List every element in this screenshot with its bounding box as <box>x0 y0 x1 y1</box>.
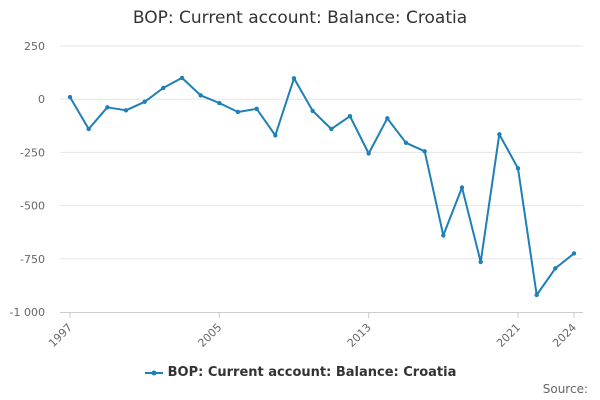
legend-label: BOP: Current account: Balance: Croatia <box>167 365 457 380</box>
data-point[interactable] <box>366 151 371 156</box>
legend[interactable]: BOP: Current account: Balance: Croatia <box>0 365 600 380</box>
x-tick-label: 2024 <box>550 321 579 350</box>
data-point[interactable] <box>534 292 539 298</box>
data-point[interactable] <box>459 185 465 190</box>
data-point[interactable] <box>161 85 166 91</box>
data-point[interactable] <box>347 114 353 119</box>
data-point[interactable] <box>105 105 110 110</box>
data-point[interactable] <box>291 76 297 81</box>
x-axis-ticks: 1997 2005 2013 2021 2024 <box>46 312 579 350</box>
data-point[interactable] <box>515 166 521 171</box>
data-point[interactable] <box>67 94 73 100</box>
data-point[interactable] <box>310 108 315 114</box>
x-tick-label: 2013 <box>345 321 374 350</box>
y-tick-label: -250 <box>20 146 45 159</box>
legend-swatch <box>144 370 163 375</box>
series-line <box>69 76 575 296</box>
data-point[interactable] <box>497 132 502 137</box>
data-point[interactable] <box>254 106 259 111</box>
data-point[interactable] <box>198 93 203 98</box>
data-point[interactable] <box>478 259 483 265</box>
data-point[interactable] <box>217 100 222 106</box>
data-point[interactable] <box>441 233 446 238</box>
y-tick-label: -500 <box>20 200 45 213</box>
data-point[interactable] <box>403 140 409 146</box>
data-point[interactable] <box>142 99 147 104</box>
y-tick-label: 250 <box>24 40 45 53</box>
y-axis-ticks: 250 0 -250 -500 -750 -1 000 <box>10 40 45 319</box>
x-tick-label: 1997 <box>46 321 75 350</box>
data-point[interactable] <box>273 133 278 138</box>
x-tick-label: 2021 <box>494 321 523 350</box>
data-point[interactable] <box>553 266 558 271</box>
gridlines <box>60 45 583 260</box>
y-tick-label: -1 000 <box>10 306 45 319</box>
data-point[interactable] <box>385 116 390 121</box>
data-point[interactable] <box>571 251 577 256</box>
data-point[interactable] <box>235 109 241 115</box>
chart-title: BOP: Current account: Balance: Croatia <box>132 8 468 28</box>
data-point[interactable] <box>123 108 129 113</box>
source-label: Source: <box>542 382 588 396</box>
y-tick-label: 0 <box>38 93 45 106</box>
data-point[interactable] <box>329 126 334 132</box>
data-point[interactable] <box>179 75 185 81</box>
data-point[interactable] <box>86 126 91 132</box>
series-layer <box>67 75 577 298</box>
y-tick-label: -750 <box>20 253 45 266</box>
x-tick-label: 2005 <box>195 321 224 350</box>
data-point[interactable] <box>422 149 427 154</box>
